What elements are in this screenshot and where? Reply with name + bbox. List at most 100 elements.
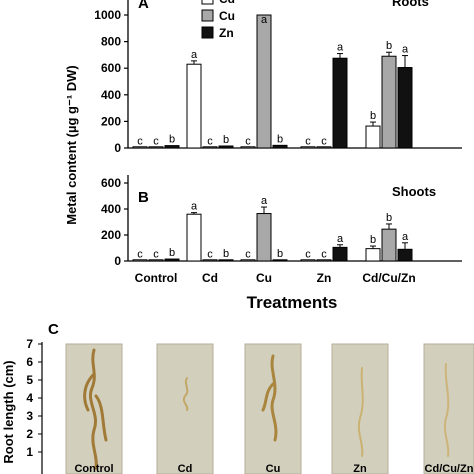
photo-caption: Zn <box>353 463 367 474</box>
bar-cd <box>186 213 202 262</box>
significance-letter: a <box>337 233 344 245</box>
photo-background <box>156 343 214 474</box>
significance-letter: c <box>153 136 159 148</box>
legend-label-cd: Cd <box>219 0 235 6</box>
x-category-label: Cd/Cu/Zn <box>362 271 415 285</box>
significance-letter: a <box>402 44 409 56</box>
panel-letter: B <box>138 189 149 206</box>
bar-cd <box>186 63 202 149</box>
bar-cu <box>256 213 272 262</box>
y-tick-label: 5 <box>26 373 33 387</box>
y-tick-label: 0 <box>114 141 121 155</box>
y-axis-title: Metal content (µg g⁻¹ DW) <box>64 65 79 225</box>
legend-label-zn: Zn <box>219 26 234 40</box>
bar-zn <box>164 145 180 149</box>
y-tick-label: 2 <box>26 427 33 441</box>
panel-title: Roots <box>392 0 429 9</box>
photo-background <box>331 343 389 474</box>
bar-cu <box>256 14 272 149</box>
x-axis-title: Treatments <box>247 293 338 312</box>
significance-letter: c <box>207 249 213 261</box>
root-shape <box>261 354 278 442</box>
significance-letter: b <box>169 134 175 146</box>
legend-swatch-zn <box>201 26 214 39</box>
bar-zn <box>332 57 348 149</box>
significance-letter: b <box>370 234 376 246</box>
panel-letter: C <box>48 321 59 338</box>
root-shape <box>357 367 364 457</box>
x-category-label: Zn <box>317 271 332 285</box>
bar-cd <box>132 146 148 149</box>
bar-cd <box>300 259 316 262</box>
y-tick-label: 800 <box>101 35 121 49</box>
y-tick-label: 200 <box>101 114 121 128</box>
bar-zn <box>397 67 413 149</box>
legend-swatch-cd <box>201 0 214 5</box>
significance-letter: c <box>305 135 311 147</box>
y-axis-title: Root length (cm) <box>1 360 16 463</box>
significance-letter: b <box>370 110 376 122</box>
bar-cd <box>300 146 316 149</box>
legend-label-cu: Cu <box>219 9 235 23</box>
root-shape <box>182 377 189 411</box>
bar-cu <box>202 259 218 262</box>
y-tick-label: 600 <box>101 61 121 75</box>
root-shape <box>443 363 450 457</box>
root-photo: Zn <box>331 343 389 474</box>
shared-axis-labels: Cd Cu Zn Control Cd Cu Zn Cd/Cu/Zn Metal content… <box>64 0 416 312</box>
significance-letter: a <box>261 195 268 207</box>
significance-letter: c <box>207 136 213 148</box>
bar-cd <box>365 248 381 262</box>
significance-letter: c <box>305 249 311 261</box>
bar-cd <box>240 259 256 262</box>
significance-letter: c <box>245 249 251 261</box>
y-tick-label: 600 <box>101 176 121 190</box>
bar-zn <box>397 248 413 262</box>
bar-cu <box>148 146 164 149</box>
significance-letter: c <box>137 249 143 261</box>
significance-letter: c <box>153 249 159 261</box>
y-tick-label: 0 <box>114 254 121 268</box>
panel-letter: A <box>138 0 149 12</box>
x-category-label: Cd <box>202 271 218 285</box>
x-category-label: Control <box>135 271 178 285</box>
bar-zn <box>272 259 288 262</box>
significance-letter: a <box>191 49 198 61</box>
y-tick-label: 400 <box>101 202 121 216</box>
y-tick-label: 4 <box>26 391 33 405</box>
bar-zn <box>164 258 180 262</box>
y-tick-label: 200 <box>101 228 121 242</box>
significance-letter: b <box>277 248 283 260</box>
y-tick-label: 6 <box>26 355 33 369</box>
bar-cd <box>365 125 381 149</box>
panel-c-root-photos: C Root length (cm) 1 2 3 4 5 6 7 Control Cd Cu Zn Cd/… <box>1 321 474 474</box>
significance-letter: a <box>261 14 268 26</box>
root-shape <box>83 348 108 470</box>
bar-cd <box>240 146 256 149</box>
bar-zn <box>218 145 234 149</box>
y-tick-label: 400 <box>101 88 121 102</box>
photo-caption: Cd <box>178 463 193 474</box>
bar-zn <box>272 144 288 149</box>
bar-cu <box>316 259 332 262</box>
bar-cu <box>202 146 218 149</box>
significance-letter: c <box>321 135 327 147</box>
root-photo: Control <box>65 343 123 474</box>
bar-zn <box>218 259 234 262</box>
y-tick-label: 1000 <box>94 8 121 22</box>
significance-letter: b <box>169 247 175 259</box>
photo-caption: Control <box>74 463 113 474</box>
significance-letter: a <box>337 42 344 54</box>
significance-letter: a <box>402 231 409 243</box>
x-category-label: Cu <box>256 271 272 285</box>
significance-letter: b <box>277 133 283 145</box>
photo-caption: Cd/Cu/Zn <box>425 463 474 474</box>
root-photo: Cd/Cu/Zn <box>423 343 474 474</box>
bar-cu <box>148 259 164 262</box>
significance-letter: c <box>245 135 251 147</box>
bar-cu <box>316 146 332 149</box>
root-photo: Cu <box>244 343 302 474</box>
